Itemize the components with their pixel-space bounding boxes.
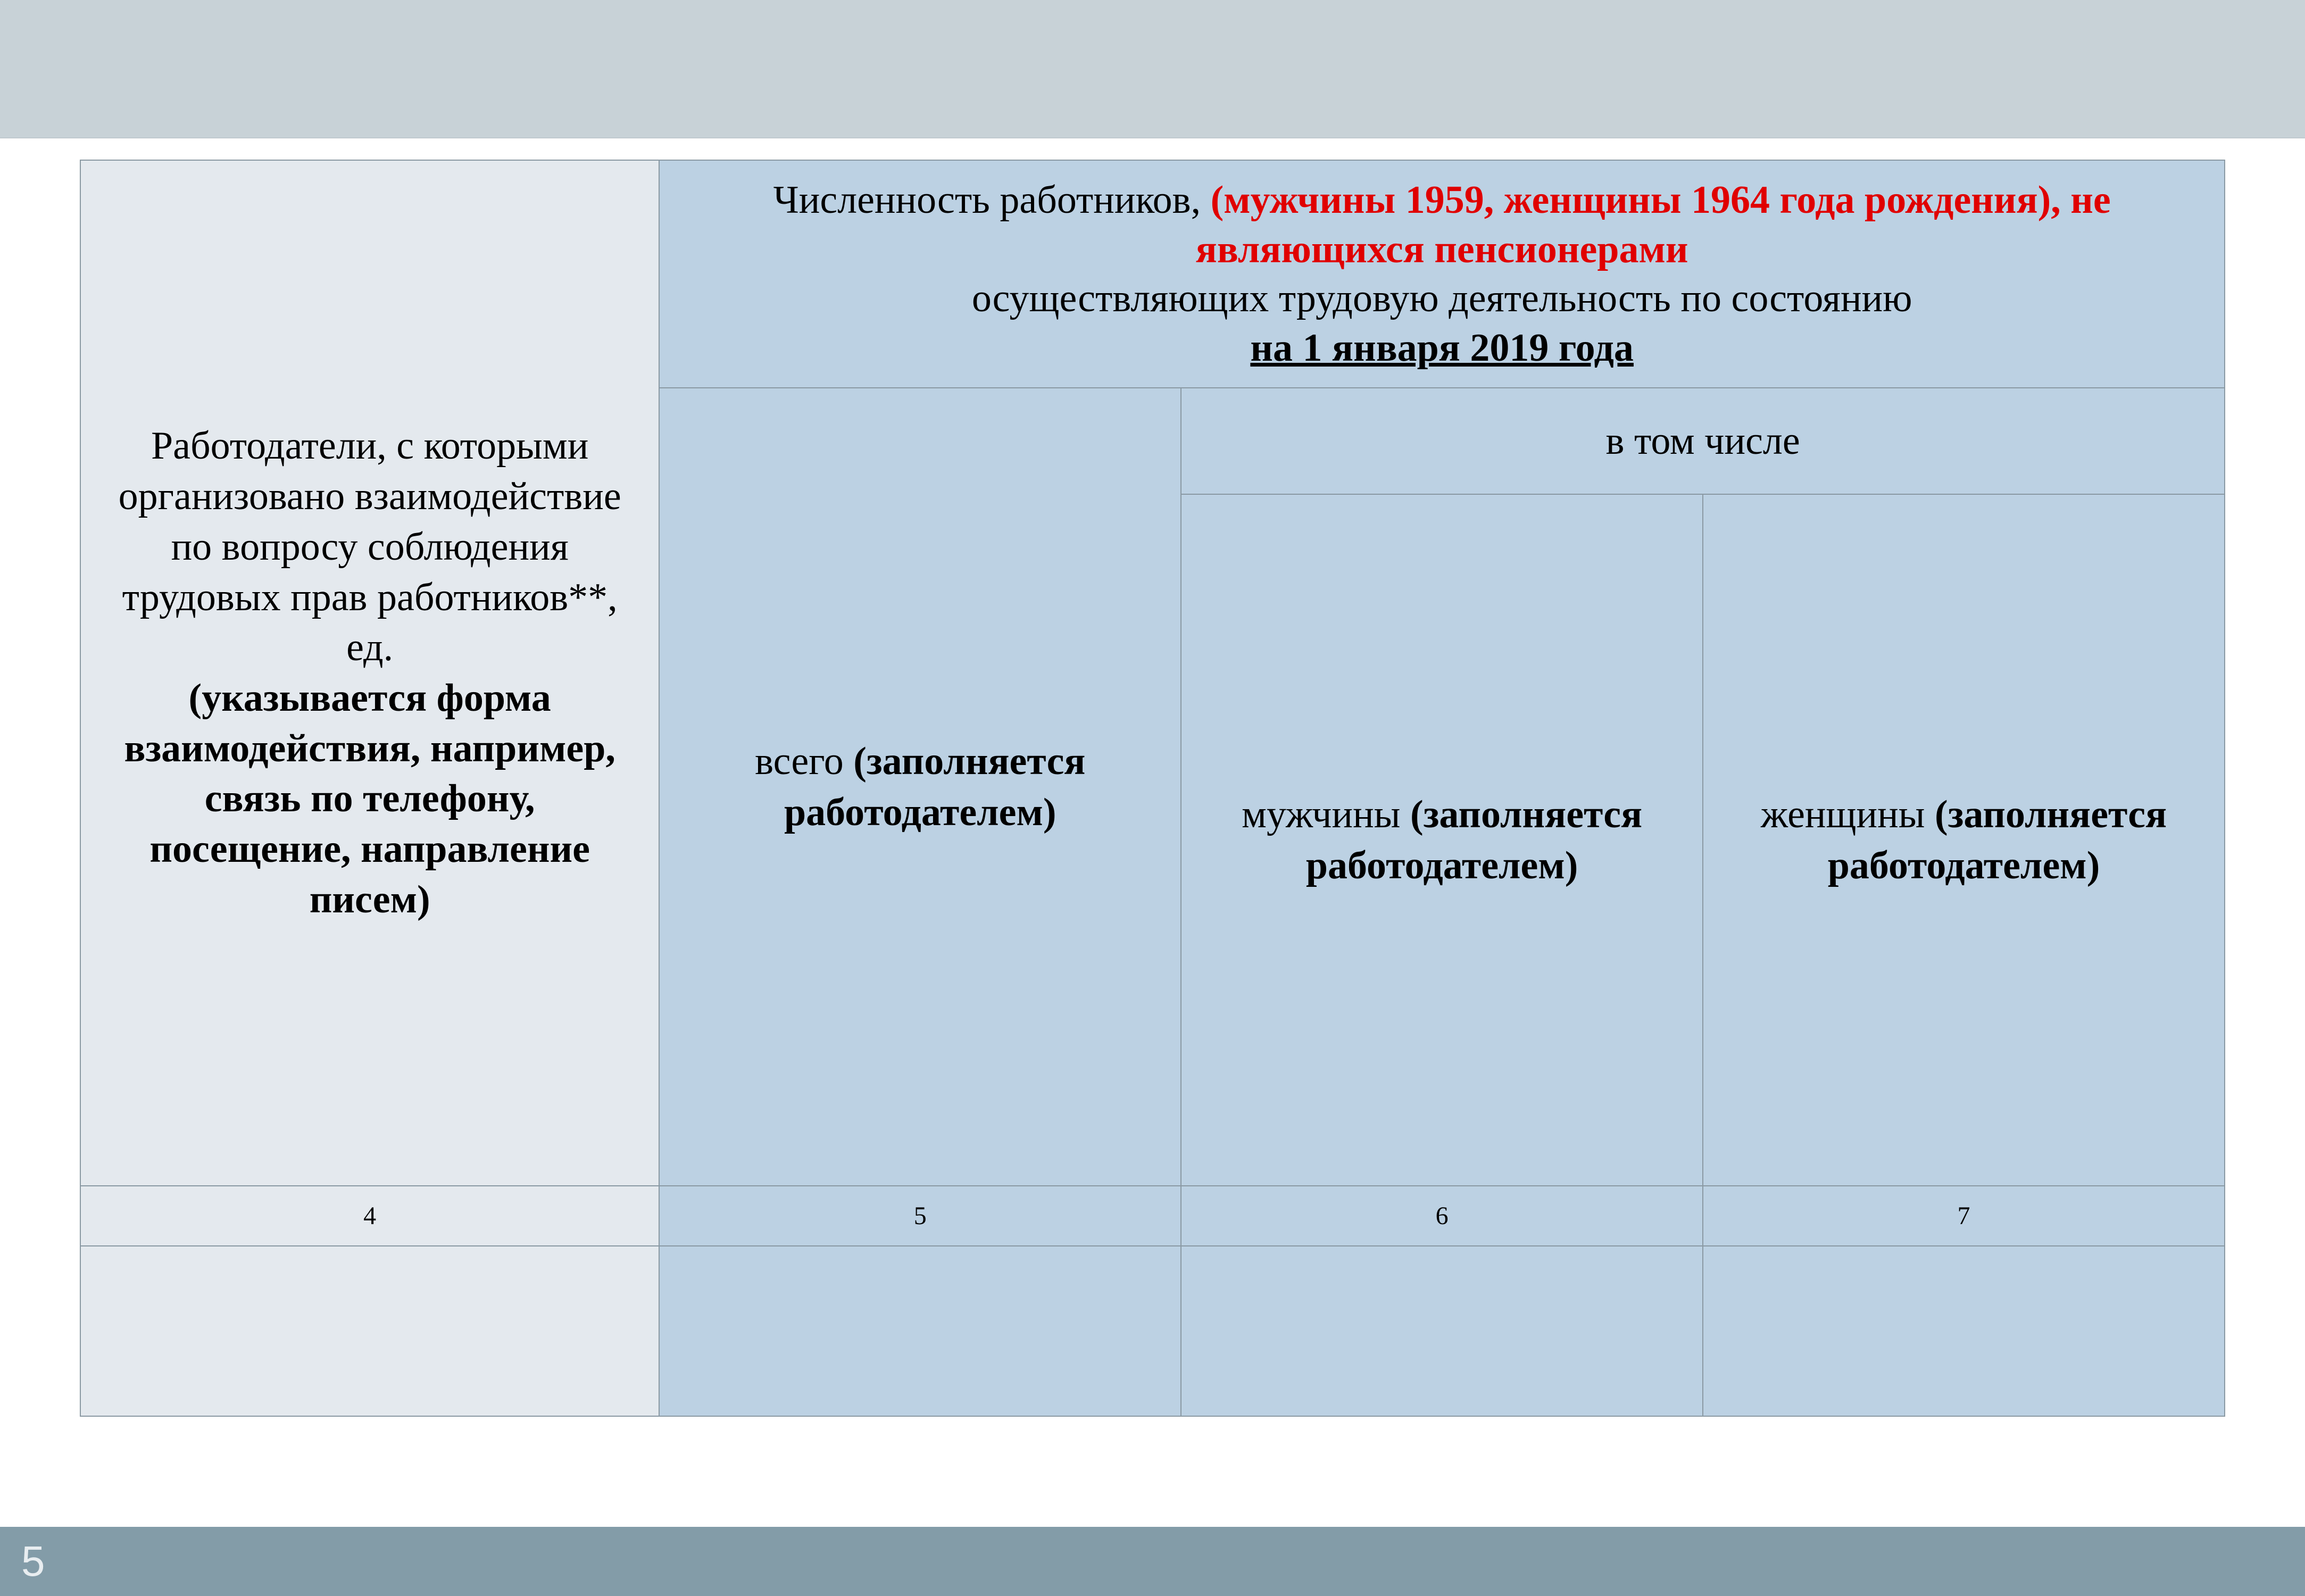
colnum-5: 5 [659,1186,1181,1246]
bottom-banner: 5 [0,1527,2305,1596]
colnum-6: 6 [1181,1186,1703,1246]
data-cell-5 [659,1246,1181,1416]
colnum-4: 4 [80,1186,659,1246]
sub-total: всего (заполняется работодателем) [679,736,1161,838]
main-header-line2: осуществляющих трудовую деятельность по … [972,277,1912,320]
slide-number: 5 [21,1537,45,1586]
col1-header: Работодатели, с которыми организовано вз… [100,421,639,925]
sub-women-lead: женщины [1761,793,1935,836]
main-header-date: на 1 января 2019 года [1250,326,1634,370]
sub-including-cell: в том числе [1181,388,2225,494]
colnum-7: 7 [1703,1186,2225,1246]
data-cell-4 [80,1246,659,1416]
data-cell-6 [1181,1246,1703,1416]
top-banner [0,0,2305,138]
main-header-cell: Численность работников, (мужчины 1959, ж… [659,160,2225,388]
col1-header-plain: Работодатели, с которыми организовано вз… [119,424,621,669]
sub-total-cell: всего (заполняется работодателем) [659,388,1181,1186]
header-row-1: Работодатели, с которыми организовано вз… [80,160,2225,388]
content-area: Работодатели, с которыми организовано вз… [0,138,2305,1527]
data-row [80,1246,2225,1416]
main-header: Численность работников, (мужчины 1959, ж… [679,176,2205,372]
col1-header-bold: (указывается форма взаимодействия, напри… [124,676,615,921]
main-table: Работодатели, с которыми организовано вз… [80,160,2225,1417]
number-row: 4 5 6 7 [80,1186,2225,1246]
sub-men-lead: мужчины [1242,793,1410,836]
slide: Работодатели, с которыми организовано вз… [0,0,2305,1596]
main-header-lead: Численность работников, [773,178,1211,222]
sub-women: женщины (заполняется работодателем) [1722,789,2205,891]
data-cell-7 [1703,1246,2225,1416]
sub-women-cell: женщины (заполняется работодателем) [1703,494,2225,1186]
sub-men: мужчины (заполняется работодателем) [1201,789,1683,891]
sub-men-cell: мужчины (заполняется работодателем) [1181,494,1703,1186]
col1-header-cell: Работодатели, с которыми организовано вз… [80,160,659,1186]
main-header-red: (мужчины 1959, женщины 1964 года рождени… [1196,178,2111,271]
sub-including: в том числе [1201,415,2205,467]
sub-total-lead: всего [755,739,853,783]
